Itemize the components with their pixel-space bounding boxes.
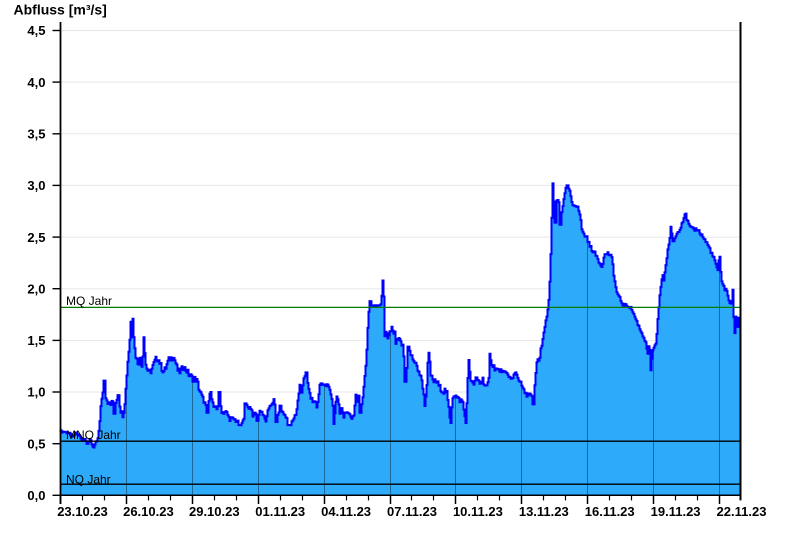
svg-text:3,5: 3,5: [27, 127, 45, 142]
svg-text:01.11.23: 01.11.23: [255, 504, 305, 519]
svg-text:2,0: 2,0: [27, 281, 45, 296]
svg-text:0,5: 0,5: [27, 436, 45, 451]
svg-text:04.11.23: 04.11.23: [321, 504, 371, 519]
svg-text:19.11.23: 19.11.23: [651, 504, 701, 519]
svg-text:29.10.23: 29.10.23: [189, 504, 240, 519]
svg-text:23.10.23: 23.10.23: [57, 504, 108, 519]
svg-text:MQ Jahr: MQ Jahr: [66, 294, 112, 308]
svg-text:Abfluss [m³/s]: Abfluss [m³/s]: [14, 1, 107, 17]
svg-text:07.11.23: 07.11.23: [387, 504, 437, 519]
svg-text:3,0: 3,0: [27, 178, 45, 193]
svg-text:1,5: 1,5: [27, 333, 45, 348]
svg-text:4,5: 4,5: [27, 23, 45, 38]
svg-text:4,0: 4,0: [27, 75, 45, 90]
svg-text:1,0: 1,0: [27, 385, 45, 400]
svg-text:2,5: 2,5: [27, 230, 45, 245]
svg-text:MNQ Jahr: MNQ Jahr: [66, 428, 121, 442]
svg-text:16.11.23: 16.11.23: [585, 504, 635, 519]
svg-text:0,0: 0,0: [27, 488, 45, 503]
svg-text:NQ Jahr: NQ Jahr: [66, 472, 111, 486]
svg-text:26.10.23: 26.10.23: [123, 504, 174, 519]
svg-text:22.11.23: 22.11.23: [717, 504, 767, 519]
svg-text:10.11.23: 10.11.23: [453, 504, 503, 519]
svg-text:13.11.23: 13.11.23: [519, 504, 569, 519]
